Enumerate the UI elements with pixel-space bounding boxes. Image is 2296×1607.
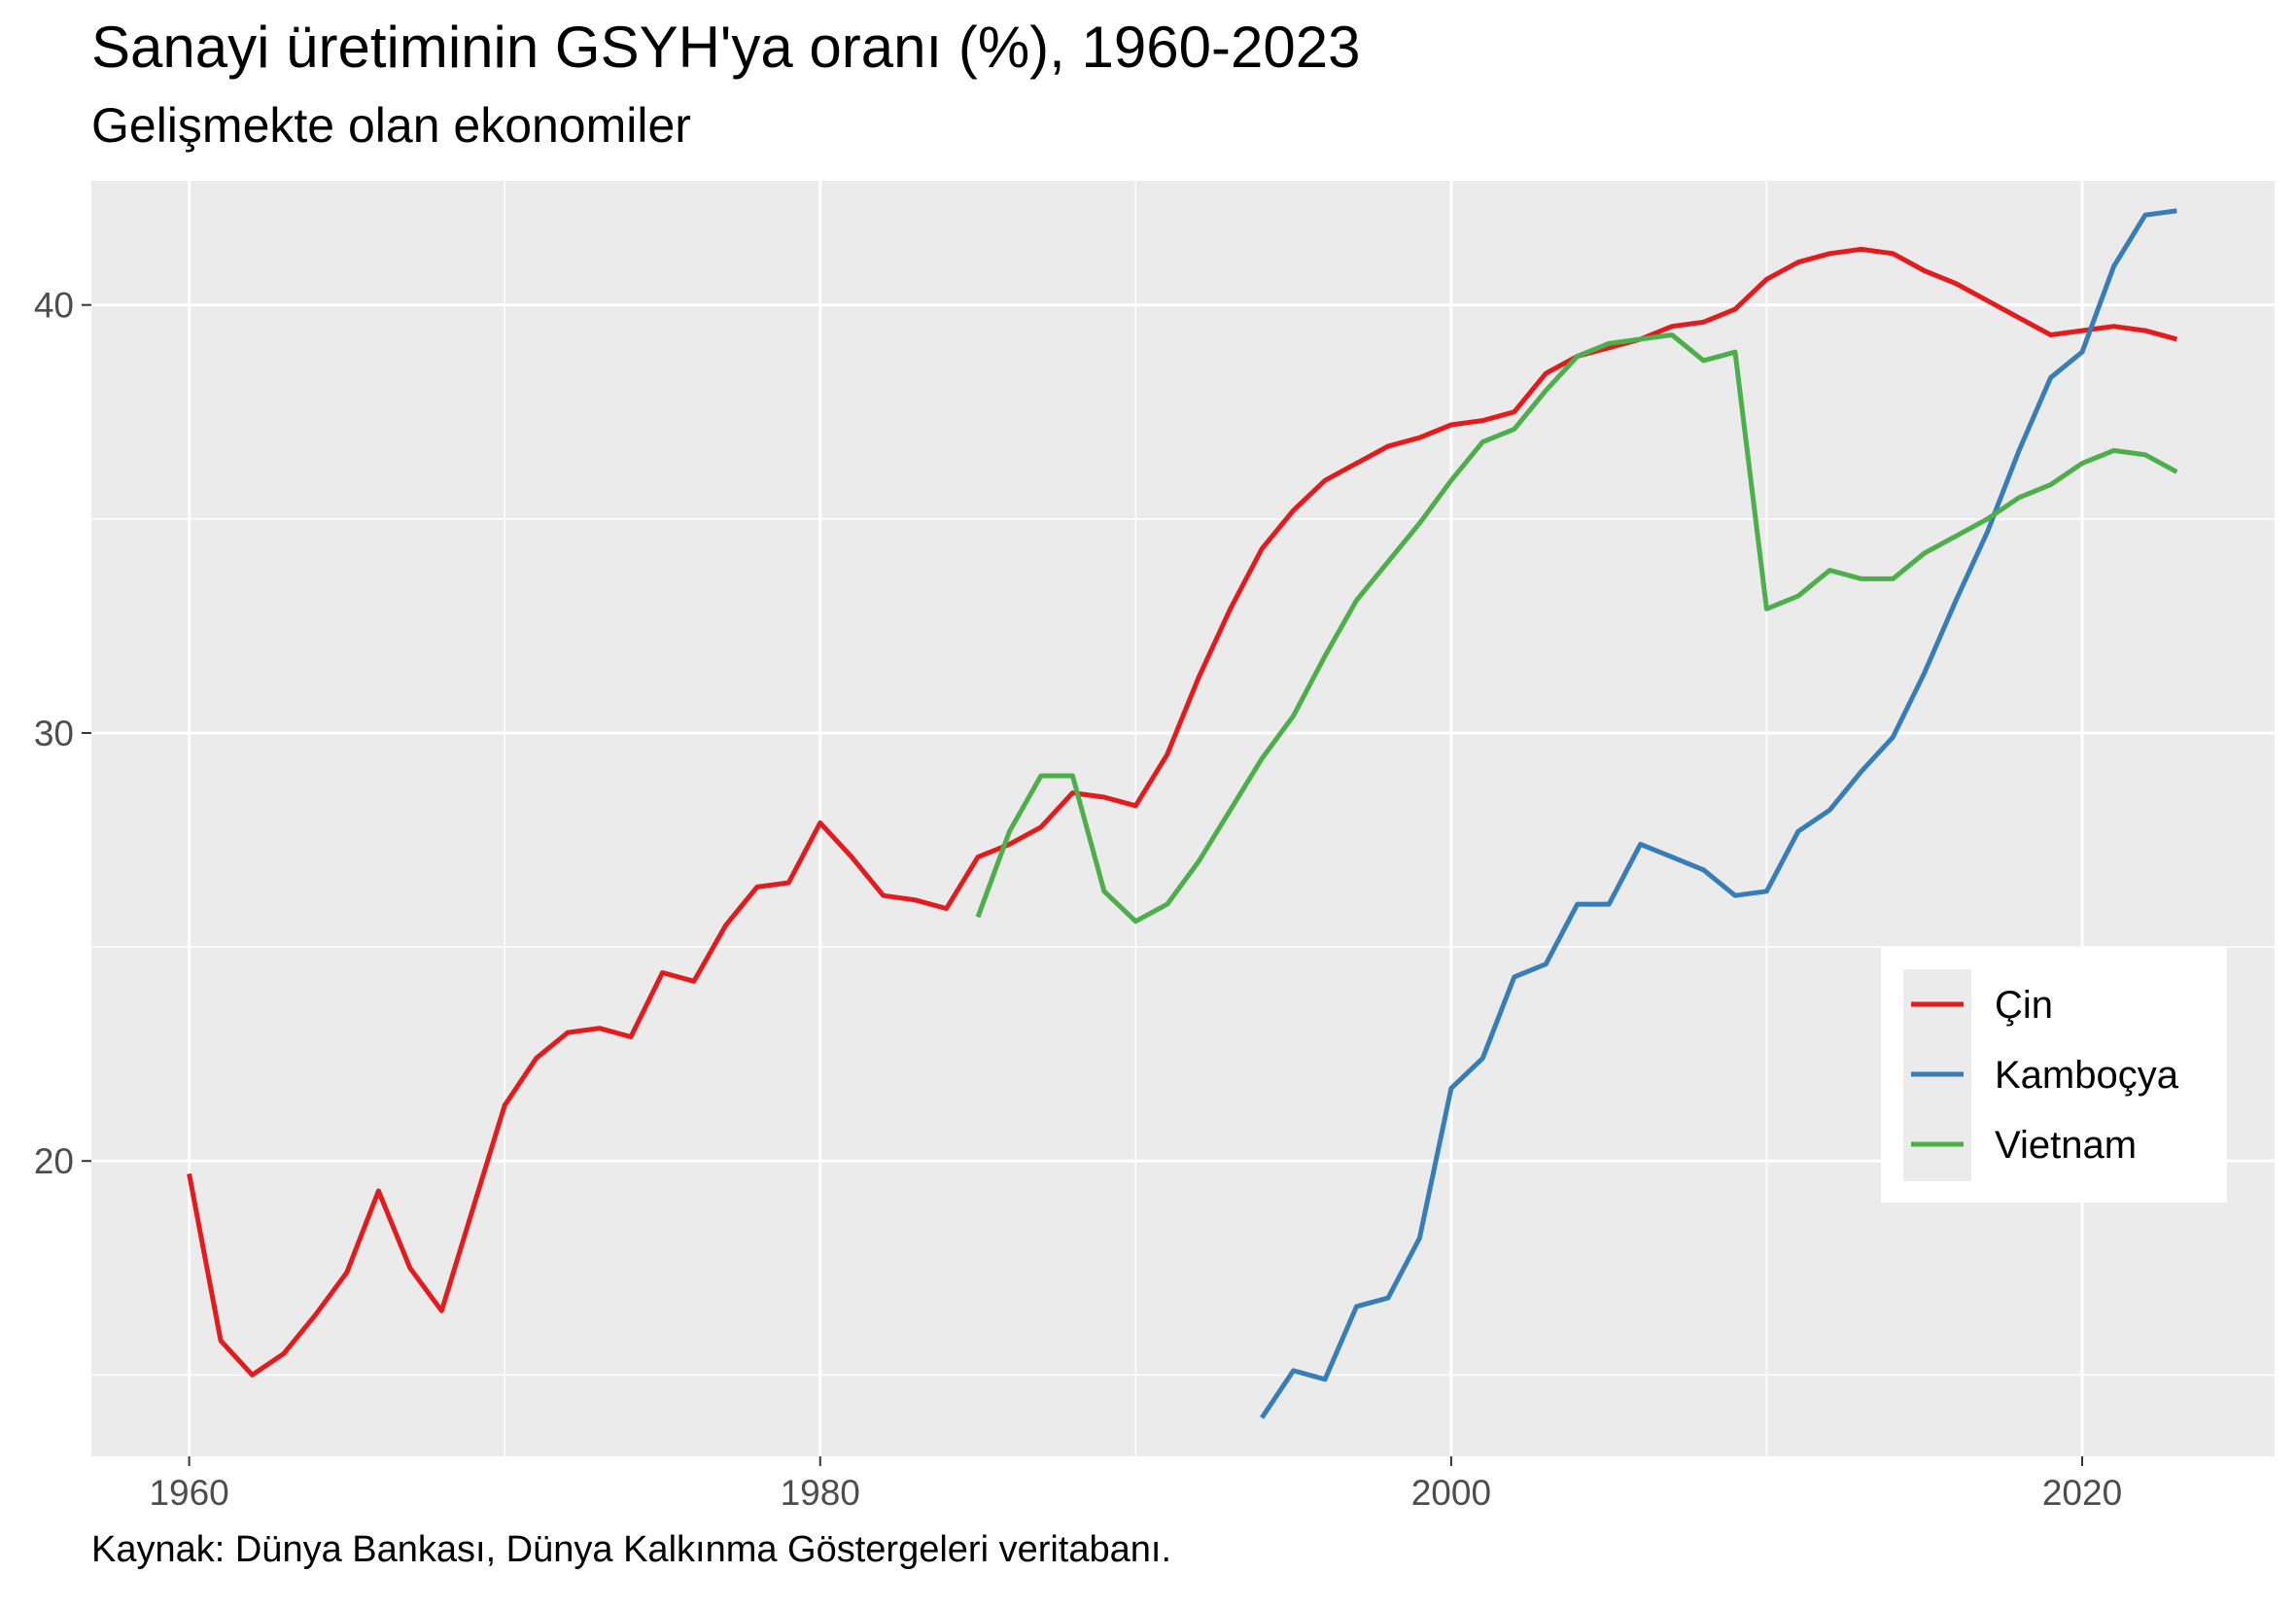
- series-lines: [187, 208, 2178, 1419]
- major-gridlines: [91, 181, 2275, 1456]
- plot-panel-background: [91, 181, 2275, 1456]
- series-line: [975, 332, 2178, 925]
- legend-label: Kamboçya: [1995, 1054, 2179, 1097]
- legend-label: Vietnam: [1995, 1124, 2137, 1167]
- y-tick-label: 30: [34, 714, 74, 753]
- y-tick-label: 20: [34, 1141, 74, 1181]
- x-tick-label: 1960: [149, 1473, 228, 1513]
- x-axis: 1960 1980 2000 2020: [149, 1456, 2122, 1513]
- series-line: [1260, 208, 2177, 1419]
- legend-label: Çin: [1995, 984, 2053, 1027]
- x-tick-label: 1980: [781, 1473, 860, 1513]
- y-axis: 20 30 40: [34, 286, 91, 1181]
- x-tick-label: 2000: [1411, 1473, 1491, 1513]
- y-tick-label: 40: [34, 286, 74, 326]
- x-tick-label: 2020: [2042, 1473, 2122, 1513]
- chart-subtitle: Gelişmekte olan ekonomiler: [91, 98, 691, 153]
- series-line: [187, 246, 2178, 1378]
- chart-title: Sanayi üretiminin GSYH'ya oranı (%), 196…: [91, 15, 1361, 80]
- source-caption: Kaynak: Dünya Bankası, Dünya Kalkınma Gö…: [91, 1529, 1172, 1570]
- legend: Çin Kamboçya Vietnam: [1881, 948, 2227, 1203]
- minor-gridlines: [91, 181, 2275, 1456]
